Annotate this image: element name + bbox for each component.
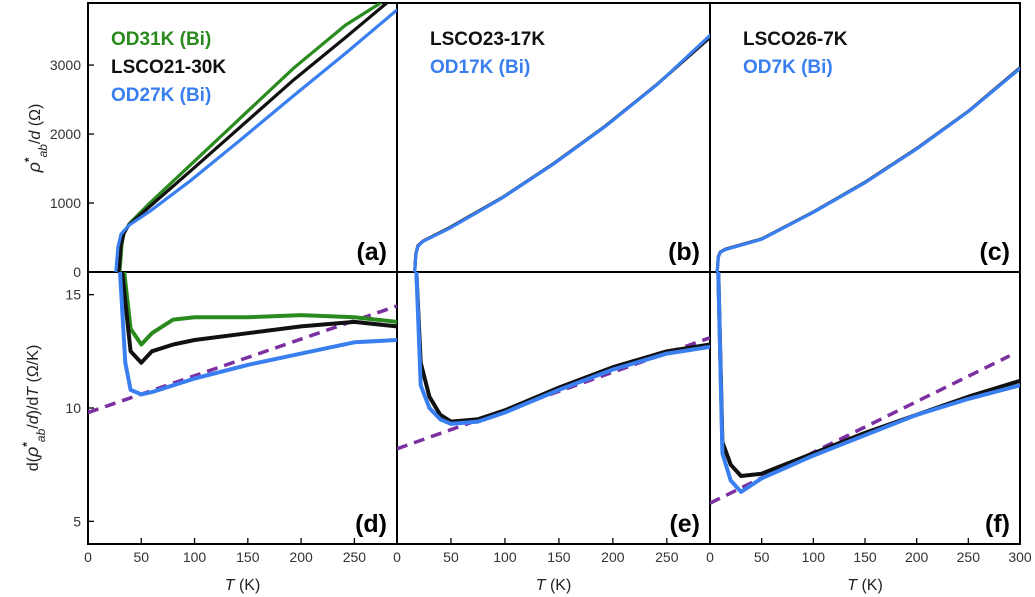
x-tick-label: 50	[754, 549, 770, 565]
panel-d-series-2	[118, 272, 397, 397]
x-tick-label: 0	[84, 549, 92, 565]
x-tick-label: 100	[493, 549, 517, 565]
x-tick-label: 0	[393, 549, 401, 565]
panel-d-series-1	[120, 272, 397, 365]
x-axis-label: T (K)	[536, 577, 572, 594]
panel-c-series-1	[715, 66, 1020, 272]
y-tick-label: 3000	[50, 57, 81, 73]
panel-f-label: (f)	[985, 510, 1010, 538]
y-tick-label: 10	[65, 400, 81, 416]
panel-f-series-1	[716, 272, 1020, 494]
x-tick-label: 150	[853, 549, 877, 565]
svg-text:d(ρ*ab/d)/dT (Ω/K): d(ρ*ab/d)/dT (Ω/K)	[20, 345, 48, 472]
x-tick-label: 250	[655, 549, 679, 565]
svg-text:ρ*ab/d (Ω): ρ*ab/d (Ω)	[22, 104, 50, 174]
x-tick-label: 300	[1008, 549, 1032, 565]
legend-entry: OD27K (Bi)	[111, 85, 211, 106]
y-axis-label-bottom: d(ρ*ab/d)/dT (Ω/K)	[20, 345, 48, 472]
x-tick-label: 100	[183, 549, 207, 565]
y-tick-label: 15	[65, 287, 81, 303]
x-tick-label: 150	[236, 549, 260, 565]
x-tick-label: 50	[133, 549, 149, 565]
panel-d-series-0	[122, 272, 397, 347]
x-tick-label: 200	[905, 549, 929, 565]
x-tick-label: 250	[957, 549, 981, 565]
x-tick-label: 0	[706, 549, 714, 565]
panel-e-series-1	[414, 272, 710, 426]
y-tick-label: 5	[73, 513, 81, 529]
panel-e-frame	[396, 271, 711, 545]
panel-a-label: (a)	[356, 238, 387, 266]
panel-a-series-1	[117, 3, 389, 272]
x-tick-label: 200	[289, 549, 313, 565]
y-tick-label: 2000	[50, 126, 81, 142]
panel-e-series-0	[414, 272, 710, 424]
panel-d-label: (d)	[355, 510, 387, 538]
panel-a-series-2	[114, 8, 397, 272]
legend-entry: OD17K (Bi)	[430, 57, 530, 78]
legend-entry: LSCO26-7K	[743, 29, 848, 50]
panel-f-frame	[709, 271, 1021, 545]
panel-c-label: (c)	[979, 238, 1010, 266]
y-axis-label-top: ρ*ab/d (Ω)	[22, 104, 50, 174]
panel-d-frame	[87, 271, 398, 545]
x-tick-label: 100	[802, 549, 826, 565]
x-axis-label: T (K)	[225, 577, 261, 594]
panel-e-label: (e)	[669, 510, 700, 538]
legend-entry: LSCO23-17K	[430, 29, 545, 50]
panel-c-series-0	[715, 66, 1020, 272]
legend-entry: OD7K (Bi)	[743, 57, 833, 78]
x-tick-label: 50	[443, 549, 459, 565]
panel-b-series-1	[413, 33, 710, 272]
x-tick-label: 150	[547, 549, 571, 565]
x-tick-label: 200	[601, 549, 625, 565]
x-tick-label: 250	[343, 549, 367, 565]
panel-b-label: (b)	[668, 238, 700, 266]
legend-entry: OD31K (Bi)	[111, 29, 211, 50]
x-axis-label: T (K)	[847, 577, 883, 594]
y-tick-label: 0	[73, 264, 81, 280]
y-tick-label: 1000	[50, 195, 81, 211]
legend-entry: LSCO21-30K	[111, 57, 226, 78]
